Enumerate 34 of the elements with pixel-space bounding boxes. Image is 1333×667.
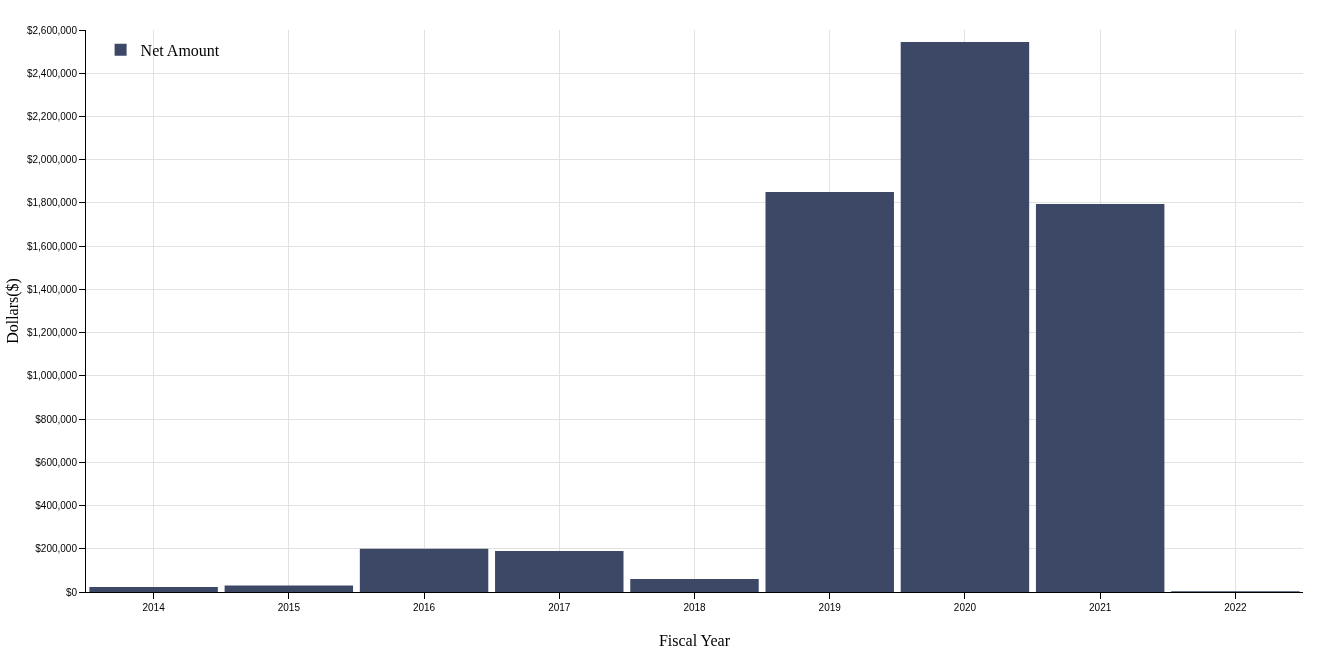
y-tick-label: $0	[65, 586, 78, 598]
y-tick-label: $1,800,000	[26, 197, 78, 209]
x-tick-label: 2021	[1089, 602, 1112, 613]
y-tick-label: $600,000	[35, 456, 78, 468]
x-tick-label: 2018	[683, 602, 707, 613]
bar	[900, 41, 1030, 592]
bar	[495, 550, 624, 592]
y-axis-title: Dollars($)	[3, 278, 22, 344]
y-tick-label: $2,400,000	[26, 67, 78, 79]
bar	[1035, 204, 1165, 592]
y-tick-label: $200,000	[35, 543, 78, 555]
bar	[224, 585, 354, 592]
x-tick-label: 2016	[412, 602, 436, 613]
y-tick-label: $1,000,000	[26, 370, 78, 382]
x-tick-label: 2020	[953, 602, 977, 613]
x-tick-label: 2015	[277, 602, 301, 613]
y-tick-label: $1,200,000	[26, 327, 78, 339]
y-tick-label: $1,600,000	[26, 240, 78, 252]
x-tick-label: 2019	[818, 602, 842, 613]
y-tick-label: $2,000,000	[26, 154, 78, 166]
y-tick-label: $1,400,000	[26, 283, 78, 295]
x-tick-label: 2017	[548, 602, 571, 613]
y-tick-label: $400,000	[35, 500, 78, 512]
x-axis-title: Fiscal Year	[658, 631, 731, 649]
legend-label: Net Amount	[140, 41, 220, 59]
y-tick-label: $800,000	[35, 413, 78, 425]
x-tick-label: 2022	[1224, 602, 1247, 613]
y-tick-label: $2,600,000	[26, 24, 78, 36]
bar	[765, 192, 894, 592]
bar	[89, 587, 218, 592]
x-tick-label: 2014	[142, 602, 166, 613]
bar	[359, 548, 489, 592]
bar	[630, 579, 759, 592]
y-tick-label: $2,200,000	[26, 110, 78, 122]
